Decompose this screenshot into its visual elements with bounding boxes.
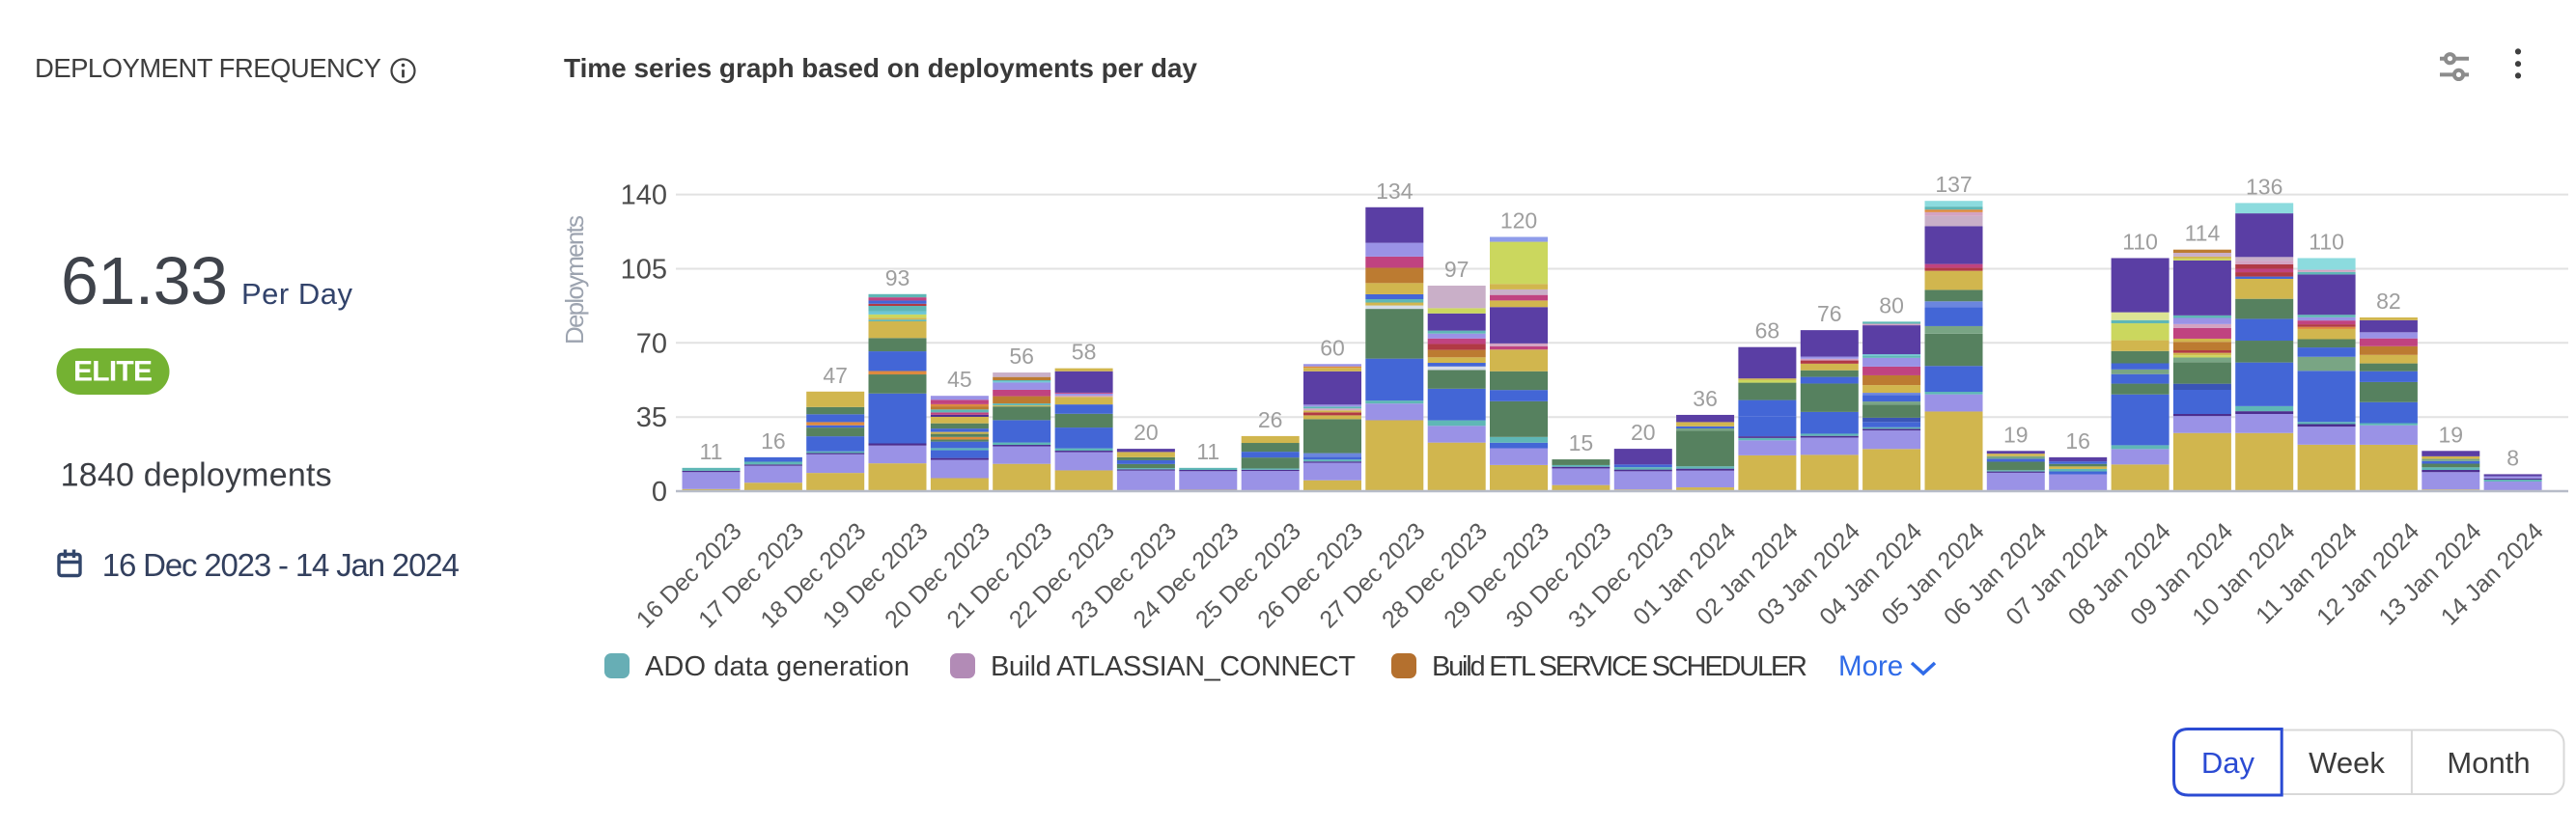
svg-text:ELITE: ELITE	[73, 356, 153, 388]
svg-text:Day: Day	[2201, 746, 2255, 780]
svg-text:120: 120	[1500, 208, 1537, 234]
svg-text:Build ATLASSIAN_CONNECT: Build ATLASSIAN_CONNECT	[991, 651, 1356, 682]
svg-text:Deployments: Deployments	[560, 215, 589, 344]
svg-text:45: 45	[947, 367, 972, 392]
svg-text:110: 110	[2122, 230, 2158, 255]
svg-text:11: 11	[1196, 439, 1219, 464]
svg-text:93: 93	[885, 265, 910, 290]
svg-text:80: 80	[1879, 292, 1904, 317]
svg-text:16 Dec 2023 - 14 Jan 2024: 16 Dec 2023 - 14 Jan 2024	[102, 547, 460, 583]
svg-text:8: 8	[2506, 445, 2519, 470]
svg-text:19: 19	[2003, 422, 2029, 447]
svg-text:20: 20	[1134, 420, 1159, 445]
svg-text:134: 134	[1376, 179, 1414, 204]
svg-text:16: 16	[2065, 428, 2090, 454]
svg-text:Per Day: Per Day	[241, 277, 353, 311]
svg-text:114: 114	[2185, 221, 2221, 246]
svg-text:DEPLOYMENT FREQUENCY: DEPLOYMENT FREQUENCY	[35, 53, 381, 83]
svg-text:20: 20	[1631, 420, 1656, 445]
svg-text:58: 58	[1072, 340, 1097, 365]
svg-text:16: 16	[761, 428, 786, 454]
svg-text:36: 36	[1693, 386, 1718, 411]
svg-text:47: 47	[823, 363, 848, 388]
svg-text:140: 140	[621, 180, 667, 211]
svg-text:19: 19	[2439, 422, 2464, 447]
svg-text:Build ETL SERVICE SCHEDULER: Build ETL SERVICE SCHEDULER	[1432, 651, 1807, 682]
svg-text:26: 26	[1258, 407, 1283, 432]
svg-text:0: 0	[652, 477, 667, 508]
svg-text:136: 136	[2246, 174, 2282, 199]
svg-text:97: 97	[1444, 257, 1470, 282]
svg-text:60: 60	[1320, 335, 1345, 360]
svg-text:ADO data generation: ADO data generation	[645, 651, 910, 682]
svg-text:1840 deployments: 1840 deployments	[61, 457, 332, 494]
svg-text:11: 11	[700, 439, 723, 464]
svg-text:15: 15	[1569, 430, 1594, 455]
svg-text:110: 110	[2309, 230, 2344, 255]
svg-text:61.33: 61.33	[61, 243, 228, 318]
svg-text:137: 137	[1935, 172, 1972, 197]
svg-text:68: 68	[1755, 318, 1780, 344]
svg-text:Week: Week	[2309, 746, 2385, 780]
svg-text:Time series graph based on dep: Time series graph based on deployments p…	[564, 53, 1197, 83]
svg-text:Month: Month	[2447, 746, 2530, 780]
svg-text:76: 76	[1817, 301, 1842, 326]
svg-text:105: 105	[621, 255, 667, 286]
svg-text:More: More	[1838, 650, 1903, 682]
svg-text:35: 35	[636, 402, 667, 433]
svg-text:56: 56	[1009, 344, 1034, 369]
svg-text:70: 70	[636, 328, 667, 359]
svg-text:82: 82	[2376, 289, 2401, 314]
